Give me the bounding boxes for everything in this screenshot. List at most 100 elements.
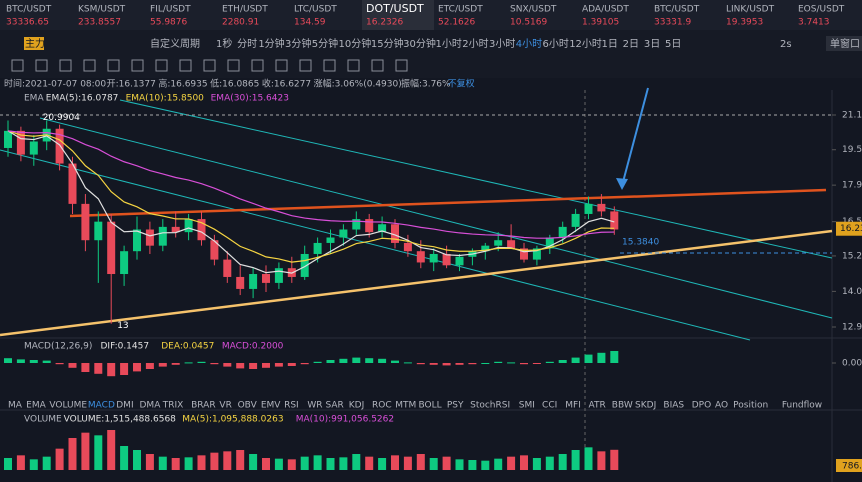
draw-tool[interactable] xyxy=(11,59,24,72)
interval[interactable]: 30分钟 xyxy=(403,37,436,50)
ticker-price: 33331.9 xyxy=(654,18,691,28)
indicator-tab[interactable]: SKDJ xyxy=(635,401,656,411)
indicator-tab[interactable]: WR xyxy=(307,401,322,411)
volume-bar xyxy=(249,454,258,470)
indicator-tab[interactable]: DMI xyxy=(116,401,133,411)
window[interactable]: 单窗口 xyxy=(830,37,860,50)
volume-bar xyxy=(55,448,64,470)
interval[interactable]: 2小时 xyxy=(462,38,488,50)
indicator-tab[interactable]: DMA xyxy=(140,401,162,411)
interval[interactable]: 1秒 xyxy=(216,37,232,50)
indicator-tab[interactable]: CCI xyxy=(542,401,557,411)
channel-line xyxy=(0,149,751,341)
candle-body xyxy=(455,256,464,266)
indicator-tab[interactable]: Position xyxy=(733,401,768,411)
macd-legend: MACD:0.2000 xyxy=(222,342,284,352)
macd-bar xyxy=(287,363,296,366)
interval[interactable]: 3分钟 xyxy=(285,37,311,50)
draw-tool[interactable] xyxy=(299,59,312,72)
indicator-tab[interactable]: TRIX xyxy=(162,401,184,411)
indicator-tab[interactable]: StochRSI xyxy=(470,401,510,411)
macd-legend: DEA:0.0457 xyxy=(161,342,214,352)
indicator-tab[interactable]: VOLUME xyxy=(49,401,87,411)
trendlines xyxy=(0,87,833,341)
ticker-pair[interactable]: ETC/USDT xyxy=(438,5,483,15)
indicator-tab[interactable]: KDJ xyxy=(349,401,365,411)
indicator-tab[interactable]: MA xyxy=(8,401,23,411)
ticker-pair[interactable]: ETH/USDT xyxy=(222,5,268,15)
last-price-tag xyxy=(836,221,862,236)
volume-bar xyxy=(584,447,593,470)
refresh[interactable]: 2s xyxy=(780,39,792,50)
ticker-pair[interactable]: FIL/USDT xyxy=(150,5,191,15)
interval[interactable]: 1分钟 xyxy=(258,37,284,50)
draw-tool[interactable] xyxy=(83,59,96,72)
interval[interactable]: 分时 xyxy=(237,38,257,50)
indicator-tab[interactable]: ATR xyxy=(589,401,606,411)
main-label[interactable]: 主力 xyxy=(25,37,45,50)
indicator-tab[interactable]: EMV xyxy=(261,401,281,411)
toolbar xyxy=(0,30,862,78)
draw-tool[interactable] xyxy=(107,59,120,72)
volume-legend: MA(10):991,056.5262 xyxy=(296,415,394,425)
draw-tool[interactable] xyxy=(35,59,48,72)
draw-tool[interactable] xyxy=(203,59,216,72)
interval[interactable]: 12小时 xyxy=(569,38,602,50)
ticker-pair[interactable]: BTC/USDT xyxy=(6,5,52,15)
ema-legend: EMA(30):15.6423 xyxy=(211,94,289,104)
indicator-tab[interactable]: BIAS xyxy=(663,401,684,411)
draw-tool[interactable] xyxy=(275,59,288,72)
interval[interactable]: 6小时 xyxy=(542,38,568,50)
indicator-tab[interactable]: RSI xyxy=(284,401,299,411)
indicator-tab[interactable]: Fundflow xyxy=(782,401,822,411)
ticker-pair[interactable]: EOS/USDT xyxy=(798,5,845,15)
indicator-tab[interactable]: SMI xyxy=(519,401,535,411)
indicator-tab[interactable]: MACD xyxy=(88,401,115,411)
draw-tool[interactable] xyxy=(131,59,144,72)
ticker-price: 233.8557 xyxy=(78,18,121,28)
ticker-pair[interactable]: KSM/USDT xyxy=(78,5,126,15)
draw-tool[interactable] xyxy=(155,59,168,72)
draw-tool[interactable] xyxy=(227,59,240,72)
draw-tool[interactable] xyxy=(395,59,408,72)
indicator-tab[interactable]: AO xyxy=(715,401,728,411)
draw-tool[interactable] xyxy=(59,59,72,72)
interval[interactable]: 4小时 xyxy=(516,38,542,50)
draw-tool[interactable] xyxy=(323,59,336,72)
volume-bar xyxy=(120,446,129,470)
indicator-tab[interactable]: EMA xyxy=(26,401,46,411)
interval[interactable]: 1日 xyxy=(602,39,618,50)
indicator-tab[interactable]: MFI xyxy=(565,401,581,411)
draw-tool[interactable] xyxy=(347,59,360,72)
interval[interactable]: 5日 xyxy=(665,39,681,50)
interval[interactable]: 15分钟 xyxy=(371,37,404,50)
ticker-pair[interactable]: LINK/USDT xyxy=(726,5,775,15)
custom-period[interactable]: 自定义周期 xyxy=(150,37,200,50)
indicator-tab[interactable]: SAR xyxy=(326,401,344,411)
ticker-pair[interactable]: SNX/USDT xyxy=(510,5,557,15)
interval[interactable]: 10分钟 xyxy=(339,37,372,50)
interval[interactable]: 3日 xyxy=(644,39,660,50)
indicator-tab[interactable]: MTM xyxy=(395,401,416,411)
interval[interactable]: 3小时 xyxy=(489,38,515,50)
draw-tool[interactable] xyxy=(371,59,384,72)
interval[interactable]: 2日 xyxy=(623,39,639,50)
indicator-tab[interactable]: ROC xyxy=(372,401,392,411)
draw-tool[interactable] xyxy=(179,59,192,72)
indicator-tab[interactable]: DPO xyxy=(692,401,711,411)
ticker-pair[interactable]: BTC/USDT xyxy=(654,5,700,15)
indicator-tab[interactable]: BOLL xyxy=(419,401,442,411)
candle-body xyxy=(481,245,490,252)
indicator-tab[interactable]: PSY xyxy=(447,401,464,411)
indicator-tab[interactable]: BBW xyxy=(612,401,633,411)
ticker-pair[interactable]: DOT/USDT xyxy=(366,2,424,15)
indicator-tab[interactable]: BRAR xyxy=(191,401,215,411)
draw-tool[interactable] xyxy=(251,59,264,72)
indicator-tab[interactable]: OBV xyxy=(238,401,258,411)
interval[interactable]: 5分钟 xyxy=(312,37,338,50)
ticker-pair[interactable]: LTC/USDT xyxy=(294,5,337,15)
ticker-pair[interactable]: ADA/USDT xyxy=(582,5,629,15)
interval[interactable]: 1小时 xyxy=(436,38,462,50)
indicator-tab[interactable]: VR xyxy=(219,401,231,411)
